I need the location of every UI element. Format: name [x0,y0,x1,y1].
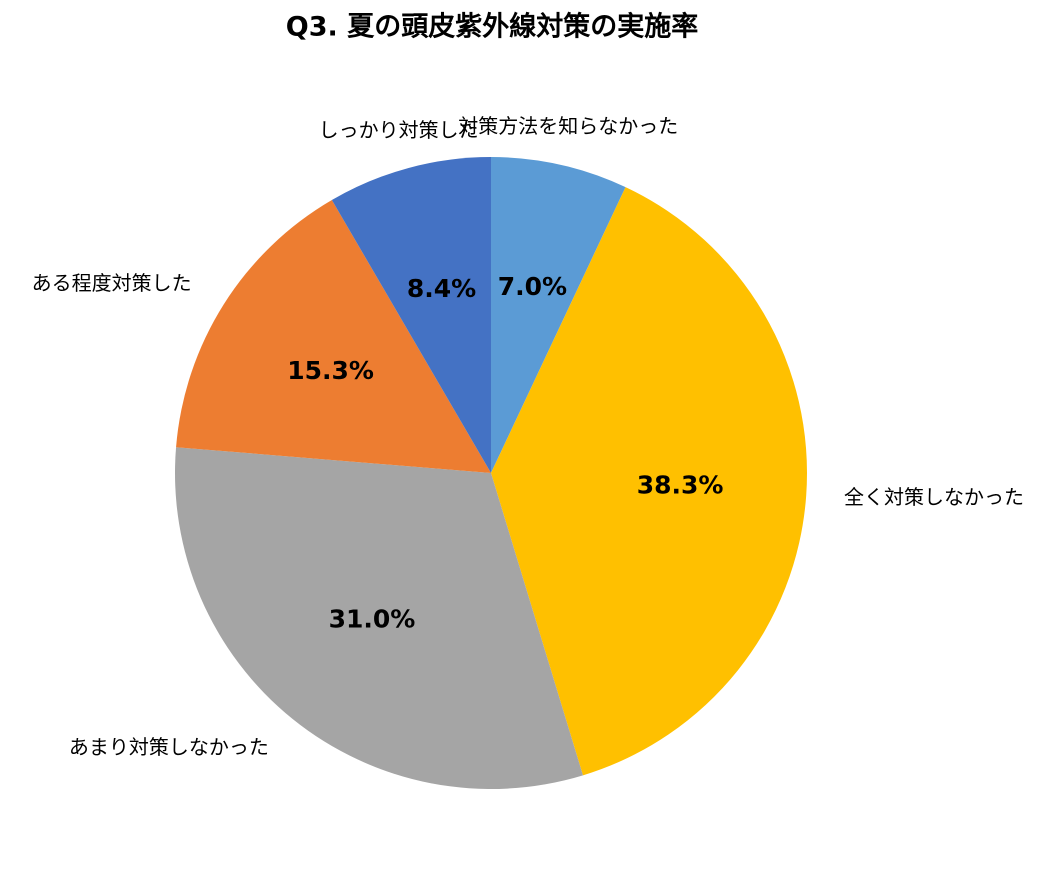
pie-slice [175,447,583,789]
category-label: 対策方法を知らなかった [458,114,678,138]
pie-slice [491,187,808,776]
value-label: 8.4% [407,274,476,303]
value-label: 38.3% [637,471,724,500]
category-label: しっかり対策した [319,118,479,142]
category-label: 全く対策しなかった [844,485,1024,509]
value-label: 15.3% [287,356,374,385]
category-label: あまり対策しなかった [69,735,269,759]
pie-slice [491,157,626,473]
pie-slice [176,200,491,474]
value-label: 7.0% [498,272,567,301]
pie-slice [331,157,491,473]
chart-title: Q3. 夏の頭皮紫外線対策の実施率 [286,11,698,43]
category-label: ある程度対策した [32,271,192,295]
value-label: 31.0% [329,605,416,634]
